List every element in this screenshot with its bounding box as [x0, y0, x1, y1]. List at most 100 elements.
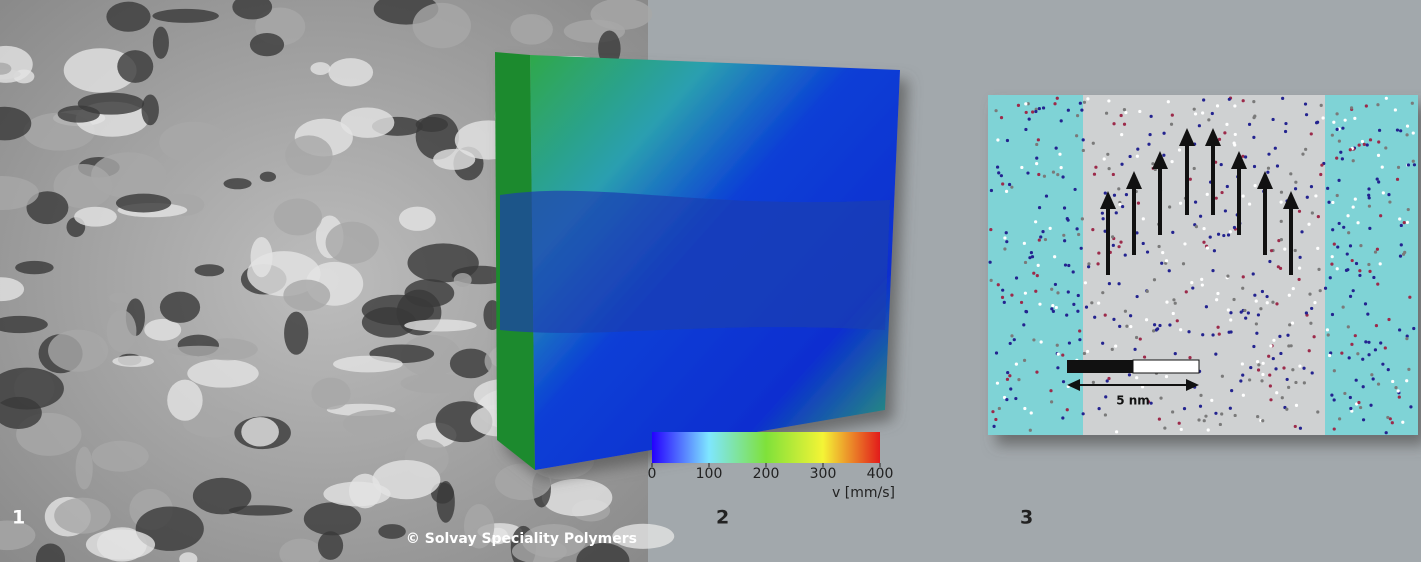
atom: [1117, 282, 1120, 285]
atom: [1178, 148, 1181, 151]
atom: [1241, 362, 1244, 365]
fiber: [399, 207, 436, 231]
atom: [1168, 205, 1171, 208]
atom: [1343, 392, 1346, 395]
atom: [1267, 153, 1270, 156]
atom: [1367, 341, 1370, 344]
atom: [1137, 202, 1140, 205]
pore: [223, 178, 251, 189]
atom: [1267, 355, 1270, 358]
atom: [1394, 386, 1397, 389]
atom: [1350, 106, 1353, 109]
atom: [1006, 378, 1009, 381]
atom: [1037, 264, 1040, 267]
atom: [1142, 242, 1145, 245]
atom: [1280, 201, 1283, 204]
atom: [1201, 111, 1204, 114]
pore: [195, 264, 225, 276]
atom: [1268, 260, 1271, 263]
atom: [1248, 378, 1251, 381]
atom: [1061, 353, 1064, 356]
fiber: [323, 482, 390, 507]
atom: [1006, 371, 1009, 374]
atom: [1349, 244, 1352, 247]
atom: [1364, 302, 1367, 305]
atom: [1120, 133, 1123, 136]
pore: [152, 9, 218, 23]
atom: [1064, 263, 1067, 266]
atom: [1331, 134, 1334, 137]
atom: [1288, 294, 1291, 297]
atom: [1136, 155, 1139, 158]
fiber: [167, 380, 202, 421]
atom: [1332, 121, 1335, 124]
atom: [1322, 116, 1325, 119]
atom: [1406, 125, 1409, 128]
atom: [1356, 221, 1359, 224]
atom: [1275, 302, 1278, 305]
pore: [416, 117, 448, 132]
atom: [1024, 261, 1027, 264]
atom: [1128, 373, 1131, 376]
fiber: [285, 135, 332, 175]
fiber: [333, 356, 403, 373]
atom: [989, 228, 992, 231]
atom: [1034, 220, 1037, 223]
atom: [1104, 413, 1107, 416]
atom: [1022, 323, 1025, 326]
pore: [229, 505, 293, 515]
atom: [1399, 129, 1402, 132]
fiber: [76, 447, 93, 490]
atom: [1311, 371, 1314, 374]
atom: [1150, 402, 1153, 405]
atom: [1382, 191, 1385, 194]
atom: [1087, 265, 1090, 268]
atom: [1118, 203, 1121, 206]
atom: [1406, 221, 1409, 224]
pore: [116, 194, 171, 213]
atom: [1005, 231, 1008, 234]
atom: [1098, 407, 1101, 410]
atom: [1336, 245, 1339, 248]
atom: [1103, 157, 1106, 160]
fiber: [112, 356, 154, 367]
atom: [1183, 407, 1186, 410]
tick-label: 200: [753, 466, 780, 482]
atom: [1220, 163, 1223, 166]
atom: [1310, 132, 1313, 135]
atom: [1062, 380, 1065, 383]
atom: [1229, 407, 1232, 410]
atom: [1326, 187, 1329, 190]
atom: [1010, 293, 1013, 296]
atom: [1280, 191, 1283, 194]
atom: [1086, 350, 1089, 353]
atom: [1124, 111, 1127, 114]
atom: [1067, 264, 1070, 267]
atom: [1222, 234, 1225, 237]
atom: [994, 418, 997, 421]
atom: [1274, 367, 1277, 370]
atom: [1054, 283, 1057, 286]
atom: [1120, 163, 1123, 166]
atom: [1118, 325, 1121, 328]
atom: [1282, 366, 1285, 369]
atom: [1148, 133, 1151, 136]
atom: [1063, 206, 1066, 209]
atom: [1179, 328, 1182, 331]
tick-label: 400: [867, 466, 894, 482]
atom: [1024, 102, 1027, 105]
atom: [1257, 313, 1260, 316]
atom: [1269, 398, 1272, 401]
atom: [1015, 276, 1018, 279]
atom: [1008, 183, 1011, 186]
atom: [1369, 404, 1372, 407]
atom: [1274, 147, 1277, 150]
atom: [1206, 193, 1209, 196]
atom: [1275, 391, 1278, 394]
atom: [1023, 407, 1026, 410]
atom: [1412, 327, 1415, 330]
atom: [1317, 215, 1320, 218]
atom: [1309, 322, 1312, 325]
atom: [1193, 108, 1196, 111]
atom: [1336, 267, 1339, 270]
